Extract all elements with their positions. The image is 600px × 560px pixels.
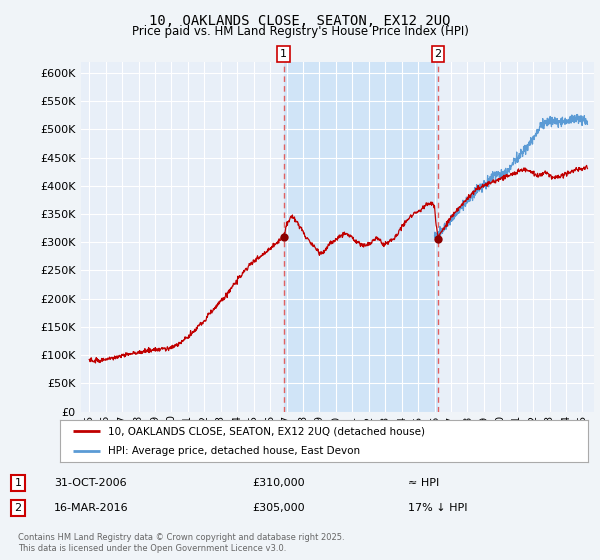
Text: £305,000: £305,000	[252, 503, 305, 513]
Text: 10, OAKLANDS CLOSE, SEATON, EX12 2UQ: 10, OAKLANDS CLOSE, SEATON, EX12 2UQ	[149, 14, 451, 28]
Text: 2: 2	[14, 503, 22, 513]
Bar	[284, 62, 438, 412]
Text: £310,000: £310,000	[252, 478, 305, 488]
Text: HPI: Average price, detached house, East Devon: HPI: Average price, detached house, East…	[107, 446, 359, 456]
Text: 10, OAKLANDS CLOSE, SEATON, EX12 2UQ (detached house): 10, OAKLANDS CLOSE, SEATON, EX12 2UQ (de…	[107, 426, 425, 436]
Text: 16-MAR-2016: 16-MAR-2016	[54, 503, 128, 513]
Text: 17% ↓ HPI: 17% ↓ HPI	[408, 503, 467, 513]
Text: ≈ HPI: ≈ HPI	[408, 478, 439, 488]
Text: Price paid vs. HM Land Registry's House Price Index (HPI): Price paid vs. HM Land Registry's House …	[131, 25, 469, 38]
Text: Contains HM Land Registry data © Crown copyright and database right 2025.
This d: Contains HM Land Registry data © Crown c…	[18, 533, 344, 553]
Text: 1: 1	[280, 49, 287, 59]
Text: 1: 1	[14, 478, 22, 488]
Text: 31-OCT-2006: 31-OCT-2006	[54, 478, 127, 488]
Text: 2: 2	[434, 49, 442, 59]
